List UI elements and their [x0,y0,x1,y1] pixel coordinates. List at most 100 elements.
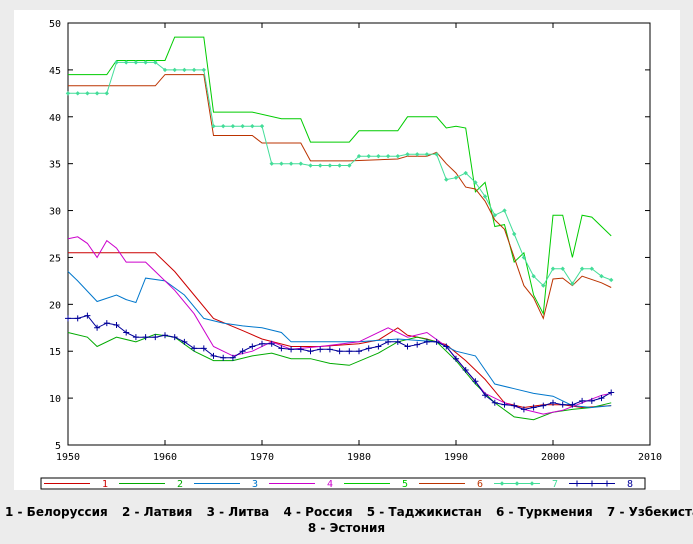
series-8-point [336,348,343,355]
legend-marker [574,480,580,487]
legend-label: 5 [402,479,408,490]
series-7-point [366,153,371,159]
series-7-point [463,170,468,176]
series-7-point [453,175,459,180]
series-7-point [347,163,352,168]
caption-item-5: 5 - Таджикистан [366,505,482,519]
legend-label: 8 [627,479,633,490]
legend-marker [529,481,535,486]
series-8-point [423,338,430,345]
legend-item-2: 2 [119,479,183,490]
series-8-point [346,348,353,355]
legend-label: 7 [552,479,558,490]
series-7-point [65,91,71,96]
series-7-point [298,161,303,166]
series-7-point [327,163,333,168]
series-7-point [250,123,255,129]
series-7-point [279,161,284,166]
caption-item-4: 4 - Россия [283,505,353,519]
series-7-point [221,123,226,129]
series-7 [65,60,614,288]
x-tick-label: 1990 [444,452,468,463]
y-tick-label: 35 [49,160,61,171]
series-8-point [491,399,498,406]
series-8-point [365,345,372,352]
series-7-point [269,161,274,166]
series-7-point [560,266,565,271]
series-8-point [317,346,324,353]
series-8-point [103,320,110,327]
series-8-point [94,324,101,331]
series-7-point [143,60,148,65]
series-8-point [171,334,178,341]
legend-label: 3 [252,479,258,490]
series-8-point [152,334,159,341]
legend-item-1: 1 [44,479,108,490]
series-7-point [172,67,177,73]
legend-item-6: 6 [419,479,483,490]
series-8-point [579,397,586,404]
series-8-point [559,401,566,408]
series-8-point [530,404,537,411]
series-8-point [220,354,227,361]
series-8-point [501,401,508,408]
series-7-point [124,60,129,65]
x-tick-label: 1980 [347,452,371,463]
legend-label: 4 [327,479,333,490]
series-7-point [162,67,168,73]
series-8-point [433,338,440,345]
y-tick-label: 5 [55,441,61,452]
series-8-point [307,348,314,355]
legend-marker [589,480,595,487]
x-tick-label: 2000 [541,452,565,463]
series-3 [67,271,612,409]
legend-label: 6 [477,479,483,490]
series-8 [65,312,615,413]
series-7-point [589,266,594,271]
y-tick-label: 40 [49,113,61,124]
series-7-point [444,177,449,182]
series-8-point [113,321,120,328]
series-8-point [569,401,576,408]
caption-line-2: 8 - Эстония [0,521,693,535]
series-8-point [550,399,556,406]
caption-line-1: 1 - Белоруссия 2 - Латвия 3 - Литва 4 - … [0,505,693,519]
series-7-point [211,123,216,129]
series-7-point [415,152,420,157]
series-8-point [453,355,459,362]
series-8-point [239,348,246,355]
legend-item-8: 8 [569,479,633,490]
series-6 [68,74,612,320]
series-7-point [473,180,478,185]
series-8-point [210,352,217,359]
series-7-point [434,152,439,157]
series-8-point [588,397,595,404]
series-7-point [502,208,507,213]
series-8-point [482,392,489,399]
legend-marker [514,481,520,486]
legend-item-3: 3 [194,479,258,490]
series-7-point [240,123,245,129]
legend-label: 1 [102,479,108,490]
series-3-line [67,271,612,409]
series-7-point [133,60,139,65]
series-7-point [385,153,391,159]
caption-item-7: 7 - Узбекистан [606,505,693,519]
y-tick-label: 45 [49,66,61,77]
series-8-point [278,345,285,352]
series-7-point [521,255,527,260]
series-8-point [200,345,207,352]
series-8-point [191,345,198,352]
series-7-point [570,281,575,286]
y-tick-label: 20 [49,300,61,311]
x-tick-label: 1960 [153,452,177,463]
series-7-point [579,266,585,271]
series-6-line [68,74,612,320]
x-tick-label: 2010 [638,452,662,463]
series-7-point [599,274,604,279]
plot-area [67,22,651,446]
series-7-point [482,194,488,199]
series-7-point [492,213,497,218]
series-7-point [337,163,342,168]
series-7-point [230,123,236,129]
